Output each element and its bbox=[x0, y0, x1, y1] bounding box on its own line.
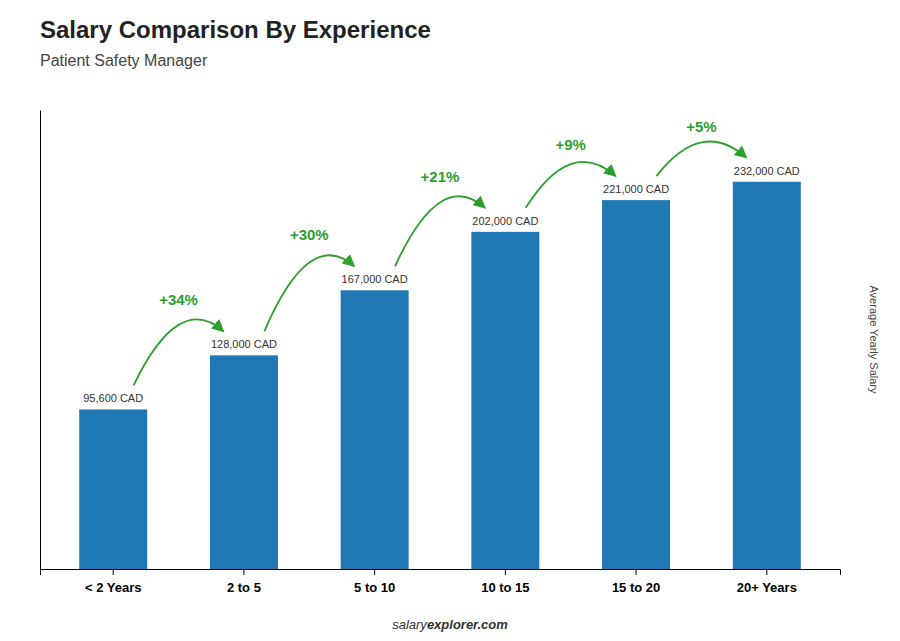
annotation: +21% bbox=[421, 168, 460, 185]
x-tick-mark bbox=[636, 569, 637, 575]
annotations: +34% +30% +21% +9% +5% bbox=[134, 118, 747, 386]
data-label: 95,600 CAD bbox=[83, 392, 143, 404]
chart: Salary Comparison By Experience Patient S… bbox=[0, 0, 900, 641]
data-label: 232,000 CAD bbox=[734, 165, 800, 177]
x-tick-mark bbox=[113, 569, 114, 575]
bar bbox=[341, 290, 409, 569]
plot: < 2 Years 2 to 5 5 to 10 10 to 15 15 to 20 20… bbox=[41, 111, 841, 596]
y-axis bbox=[40, 111, 41, 570]
annotation-arrow bbox=[395, 196, 485, 266]
x-tick: 20+ Years bbox=[737, 569, 797, 595]
x-tick-label: 2 to 5 bbox=[227, 580, 261, 595]
data-label: 167,000 CAD bbox=[342, 273, 408, 285]
x-axis: < 2 Years 2 to 5 5 to 10 10 to 15 15 to 20 20… bbox=[41, 569, 841, 595]
footer-part: salary bbox=[392, 617, 428, 632]
annotation: +5% bbox=[686, 118, 716, 135]
x-tick-label: 15 to 20 bbox=[612, 580, 660, 595]
bars bbox=[79, 182, 801, 569]
bar bbox=[471, 232, 539, 569]
x-tick-label: 20+ Years bbox=[737, 580, 797, 595]
subtitle: Patient Safety Manager bbox=[40, 52, 208, 69]
bar bbox=[602, 200, 670, 569]
bar bbox=[733, 182, 801, 569]
annotation: +9% bbox=[555, 136, 585, 153]
x-tick: 10 to 15 bbox=[481, 569, 529, 595]
x-tick-label: 10 to 15 bbox=[481, 580, 529, 595]
x-tick: 15 to 20 bbox=[612, 569, 660, 595]
annotation: +30% bbox=[290, 226, 329, 243]
bar bbox=[79, 409, 147, 569]
data-labels: 95,600 CAD 128,000 CAD 167,000 CAD 202,000 … bbox=[83, 165, 800, 405]
x-tick: 5 to 10 bbox=[354, 569, 395, 595]
y-axis-line bbox=[40, 111, 41, 570]
footer: salaryexplorer.com bbox=[392, 617, 508, 632]
x-tick-label: 5 to 10 bbox=[354, 580, 395, 595]
y-axis-title: Average Yearly Salary bbox=[868, 285, 880, 394]
annotation-arrow bbox=[526, 162, 616, 208]
x-axis-line bbox=[41, 570, 841, 576]
title: Salary Comparison By Experience bbox=[40, 16, 431, 43]
x-tick-mark bbox=[766, 569, 767, 575]
x-tick-mark bbox=[505, 569, 506, 575]
annotation: +34% bbox=[159, 291, 198, 308]
x-tick-label: < 2 Years bbox=[85, 580, 142, 595]
annotation-arrow bbox=[134, 319, 224, 385]
data-label: 128,000 CAD bbox=[211, 338, 277, 350]
data-label: 202,000 CAD bbox=[472, 215, 538, 227]
data-label: 221,000 CAD bbox=[603, 183, 669, 195]
x-tick: 2 to 5 bbox=[227, 569, 261, 595]
bar bbox=[210, 355, 278, 569]
footer-part: .com bbox=[477, 617, 508, 632]
x-tick: < 2 Years bbox=[85, 569, 142, 595]
annotation-arrow bbox=[264, 255, 354, 331]
footer-part: explorer bbox=[427, 617, 479, 632]
x-tick-mark bbox=[243, 569, 244, 575]
x-tick-mark bbox=[374, 569, 375, 575]
annotation-arrow bbox=[656, 142, 746, 177]
